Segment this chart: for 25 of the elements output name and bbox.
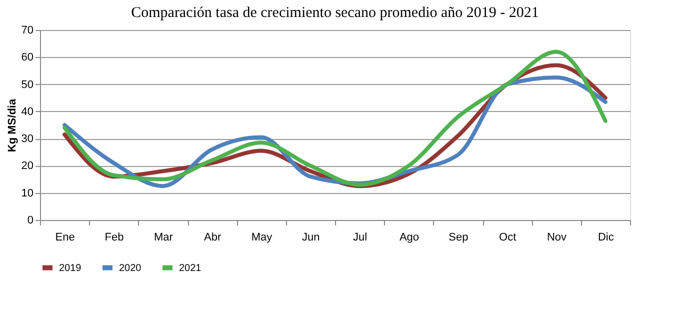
y-tick-label: 50 bbox=[21, 78, 34, 91]
legend-label: 2019 bbox=[59, 262, 82, 274]
x-tick-label: Mar bbox=[154, 232, 174, 244]
y-tick-label: 0 bbox=[27, 214, 34, 226]
chart-title: Comparación tasa de crecimiento secano promedio año 2019 - 2021 bbox=[131, 5, 539, 21]
legend-label: 2021 bbox=[179, 262, 202, 274]
y-axis-title: Kg MS/dia bbox=[6, 98, 18, 152]
x-tick-label: Feb bbox=[104, 232, 124, 244]
x-tick-label: Ene bbox=[55, 232, 75, 244]
legend-label: 2020 bbox=[119, 262, 142, 274]
x-tick-label: Abr bbox=[204, 232, 222, 244]
y-tick-label: 20 bbox=[21, 160, 34, 172]
x-tick-label: Dic bbox=[598, 232, 614, 244]
x-tick-label: May bbox=[251, 232, 273, 244]
x-tick-label: Jul bbox=[353, 232, 368, 244]
y-tick-label: 40 bbox=[21, 106, 34, 118]
y-tick-label: 70 bbox=[21, 24, 34, 36]
x-tick-label: Nov bbox=[546, 232, 568, 244]
x-tick-label: Sep bbox=[448, 232, 468, 244]
y-tick-label: 10 bbox=[21, 187, 34, 200]
y-tick-label: 60 bbox=[21, 52, 34, 64]
x-tick-label: Jun bbox=[302, 232, 320, 244]
x-tick-label: Ago bbox=[399, 232, 420, 244]
y-tick-label: 30 bbox=[21, 133, 34, 146]
x-tick-label: Oct bbox=[499, 232, 516, 244]
